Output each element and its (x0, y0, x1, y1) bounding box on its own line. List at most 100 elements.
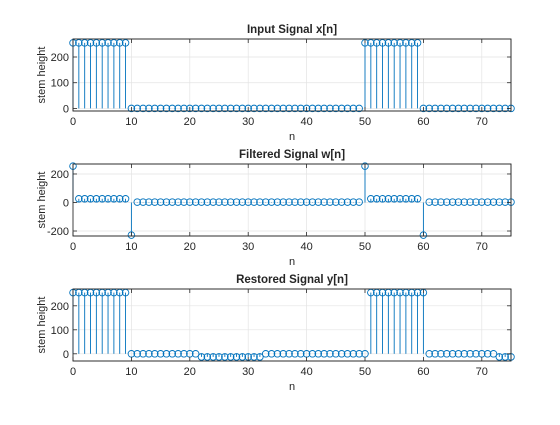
chart-3: 0 10 20 30 40 50 60 70 0 100 200 Restored Signal y[… (36, 274, 515, 393)
chart-3-marker (489, 350, 498, 358)
chart-1-axes-frame (72, 38, 512, 112)
chart-3-x-tick-label: 60 (417, 366, 429, 378)
chart-1-marker (297, 104, 305, 113)
chart-1-marker (226, 104, 235, 113)
chart-2-marker (215, 198, 223, 206)
chart-2-marker (250, 198, 258, 206)
chart-2-marker (349, 198, 358, 206)
chart-1-marker (127, 104, 136, 113)
chart-1-marker (402, 39, 410, 47)
chart-1-marker (413, 39, 422, 47)
chart-2-marker (156, 198, 165, 206)
chart-2-marker (221, 198, 229, 206)
chart-3-marker (238, 353, 247, 361)
chart-2-x-tick-label: 70 (476, 241, 488, 253)
chart-2-marker (145, 198, 153, 206)
chart-3-y-tick-label: 100 (51, 325, 69, 337)
chart-1-marker (472, 104, 480, 113)
chart-2-marker (472, 198, 480, 206)
chart-1-marker (75, 39, 83, 47)
chart-1-marker (250, 104, 258, 113)
chart-3-marker (180, 350, 188, 358)
chart-3-marker (448, 350, 457, 358)
chart-2-marker (466, 198, 474, 206)
chart-2-axes-frame (72, 163, 512, 237)
chart-2-marker (413, 195, 422, 203)
chart-1-marker (291, 104, 299, 113)
chart-3-marker (267, 350, 276, 358)
chart-2-marker (168, 198, 177, 206)
chart-1-marker (425, 104, 433, 113)
chart-1-x-tick-label: 60 (417, 116, 429, 128)
chart-1-marker (261, 104, 270, 113)
chart-3-x-tick-label: 20 (184, 366, 196, 378)
chart-2-x-tick-label: 40 (300, 241, 312, 253)
chart-3-marker (349, 350, 358, 358)
chart-1-marker (326, 104, 334, 113)
chart-1-marker (121, 39, 130, 47)
chart-3-marker (443, 350, 451, 358)
chart-2-marker (454, 198, 463, 206)
chart-1-marker (256, 104, 264, 113)
chart-2-x-tick-label: 10 (125, 241, 137, 253)
chart-1-marker (80, 39, 89, 47)
chart-2-marker (431, 198, 439, 206)
chart-2-marker (425, 198, 433, 206)
chart-1-marker (92, 39, 101, 47)
chart-1-x-tick-label: 30 (242, 116, 254, 128)
chart-2-y-tick-label: 0 (63, 197, 69, 209)
chart-2-marker (98, 195, 106, 203)
chart-1-marker (343, 104, 352, 113)
chart-1-marker (98, 39, 106, 47)
chart-1-y-axis-label: stem height (36, 47, 48, 104)
chart-2-marker (367, 195, 375, 203)
chart-1-marker (238, 104, 247, 113)
chart-3-x-tick-label: 40 (300, 366, 312, 378)
chart-1-marker (378, 39, 387, 47)
chart-2-marker (378, 195, 387, 203)
chart-2-marker (256, 198, 264, 206)
chart-1-x-tick-label: 20 (184, 116, 196, 128)
chart-2-marker (448, 198, 457, 206)
chart-1-marker (156, 104, 165, 113)
chart-1-marker (115, 39, 124, 47)
chart-2-marker (186, 198, 194, 206)
chart-2-marker (361, 162, 369, 170)
chart-3-marker (425, 350, 433, 358)
chart-2-marker (314, 198, 323, 206)
chart-3-x-axis-label: n (289, 381, 295, 393)
chart-1-marker (302, 104, 311, 113)
chart-2-marker (139, 198, 147, 206)
chart-1-marker (454, 104, 463, 113)
chart-2-marker (180, 198, 188, 206)
chart-2-marker (308, 198, 317, 206)
chart-1-plot-area (72, 38, 512, 112)
chart-2-marker (297, 198, 305, 206)
chart-2-marker (232, 198, 241, 206)
chart-1-marker (133, 104, 141, 113)
chart-2-marker (326, 198, 334, 206)
chart-3-y-axis-label: stem height (36, 297, 48, 354)
chart-3-title: Restored Signal y[n] (236, 274, 348, 286)
chart-2-marker (337, 198, 346, 206)
chart-1-marker (355, 104, 363, 113)
chart-1-marker (308, 104, 317, 113)
chart-1-marker (285, 104, 293, 113)
chart-1-marker (384, 39, 393, 47)
chart-3-y-tick-label: 200 (51, 301, 69, 313)
chart-3-marker (472, 350, 480, 358)
chart-1: 0 10 20 30 40 50 60 70 0 100 200 Input Signal x[n] n… (36, 24, 515, 143)
chart-1-marker (396, 39, 404, 47)
chart-3-marker (273, 350, 282, 358)
chart-2-x-tick-label: 0 (70, 241, 76, 253)
chart-1-marker (209, 104, 217, 113)
chart-3-marker (215, 353, 223, 361)
chart-1-marker (186, 104, 194, 113)
chart-1-y-tick-label: 0 (63, 103, 69, 115)
chart-1-marker (180, 104, 188, 113)
chart-1-marker (232, 104, 241, 113)
chart-2-marker (355, 198, 363, 206)
chart-3-marker (174, 350, 182, 358)
chart-2-marker (92, 195, 101, 203)
chart-2-marker (203, 198, 212, 206)
